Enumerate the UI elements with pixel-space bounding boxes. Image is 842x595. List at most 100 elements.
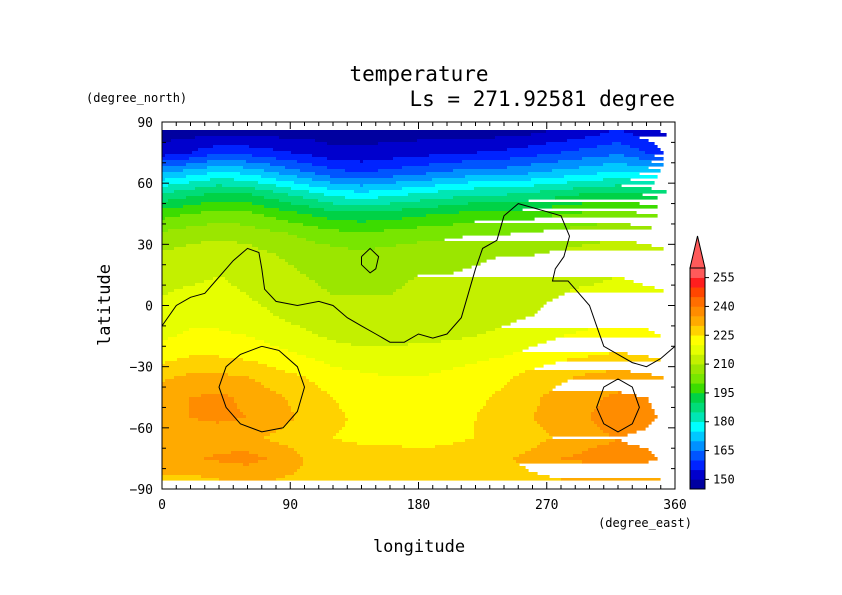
heat-cell xyxy=(285,166,328,170)
heat-cell xyxy=(273,190,310,194)
heat-cell xyxy=(162,274,307,278)
contour-line-4 xyxy=(596,378,640,433)
heat-cell xyxy=(264,214,313,218)
heat-cell xyxy=(162,328,190,332)
heat-cell xyxy=(162,310,271,314)
heat-cell xyxy=(309,190,355,194)
heat-cell xyxy=(378,373,430,377)
heat-cell xyxy=(291,187,328,191)
heat-cell xyxy=(201,211,253,215)
heat-cell xyxy=(615,439,622,443)
heat-cell xyxy=(585,373,652,377)
heat-cell xyxy=(228,280,316,284)
heat-cell xyxy=(552,205,658,209)
heat-cell xyxy=(189,400,235,404)
heat-cell xyxy=(276,478,562,481)
heat-cell xyxy=(537,421,595,425)
heat-cell xyxy=(336,433,475,437)
heat-cell xyxy=(162,478,220,481)
heat-cell xyxy=(510,157,583,161)
heat-cell xyxy=(162,271,301,275)
heat-cell xyxy=(315,241,418,245)
heat-cell xyxy=(216,184,223,188)
heat-cell xyxy=(243,166,286,170)
heat-cell xyxy=(396,244,583,248)
heat-cell xyxy=(162,253,277,257)
heat-cell xyxy=(357,442,454,446)
heat-cell xyxy=(327,337,463,341)
heat-cell xyxy=(606,370,631,374)
heat-cell xyxy=(396,289,571,293)
heat-cell xyxy=(201,241,238,245)
heat-cell xyxy=(228,373,298,377)
heat-cell xyxy=(402,187,475,191)
heat-cell xyxy=(531,163,604,167)
heat-cell xyxy=(513,376,574,380)
heat-cell xyxy=(162,145,214,149)
heat-cell xyxy=(258,181,295,185)
heat-cell xyxy=(330,244,397,248)
heat-cell xyxy=(318,199,421,203)
heat-cell xyxy=(162,436,265,440)
heat-cell xyxy=(345,424,475,428)
heat-cell xyxy=(453,223,598,227)
heat-cell xyxy=(168,292,247,296)
heat-cell xyxy=(252,244,331,248)
heat-cell xyxy=(315,172,427,176)
colorbar-segment xyxy=(690,296,705,307)
heat-cell xyxy=(408,193,508,197)
heat-cell xyxy=(528,172,598,176)
heat-cell xyxy=(270,163,313,167)
heat-cell xyxy=(276,178,313,182)
heat-cell xyxy=(264,385,319,389)
heat-cell xyxy=(162,466,301,470)
heat-cell xyxy=(480,409,538,413)
heat-cell xyxy=(216,421,220,425)
heat-cell xyxy=(420,199,529,203)
heat-cell xyxy=(474,436,553,440)
heat-cell xyxy=(252,211,298,215)
heat-cell xyxy=(162,373,187,377)
heat-cell xyxy=(294,265,472,269)
heat-cell xyxy=(189,403,238,407)
heat-cell xyxy=(285,424,346,428)
heat-cell xyxy=(345,421,475,425)
heat-cell xyxy=(393,175,466,179)
heat-cell xyxy=(507,166,580,170)
heat-cell xyxy=(597,223,631,227)
heat-cell xyxy=(165,154,208,158)
heat-cell xyxy=(573,454,655,458)
heat-cell xyxy=(246,292,331,296)
heat-cell xyxy=(189,406,238,410)
heat-cell xyxy=(162,418,199,422)
heat-cell xyxy=(330,181,397,185)
heat-cell xyxy=(195,283,232,287)
heat-cell xyxy=(162,439,271,443)
heat-cell xyxy=(303,196,346,200)
heat-cell xyxy=(162,241,202,245)
heat-cell xyxy=(282,427,343,431)
heat-cell xyxy=(429,163,532,167)
heat-cell xyxy=(162,268,298,272)
heat-cell xyxy=(234,400,289,404)
heat-cell xyxy=(486,331,577,335)
heat-cell xyxy=(162,190,175,194)
heat-cell xyxy=(474,421,538,425)
heat-cell xyxy=(297,373,379,377)
heat-cell xyxy=(426,172,529,176)
heat-cell xyxy=(240,409,292,413)
heat-cell xyxy=(402,286,580,290)
heat-cell xyxy=(339,229,385,233)
heat-cell xyxy=(162,358,178,362)
heat-cell xyxy=(183,205,265,209)
heat-cell xyxy=(615,184,622,188)
heat-cell xyxy=(300,271,454,275)
heat-cell xyxy=(321,388,502,392)
heat-cell xyxy=(489,397,541,401)
heat-cell xyxy=(603,430,637,434)
heat-cell xyxy=(591,412,655,416)
heat-cell xyxy=(417,139,568,143)
heat-cell xyxy=(204,280,229,284)
heat-cell xyxy=(207,154,253,158)
heat-cell xyxy=(537,409,595,413)
